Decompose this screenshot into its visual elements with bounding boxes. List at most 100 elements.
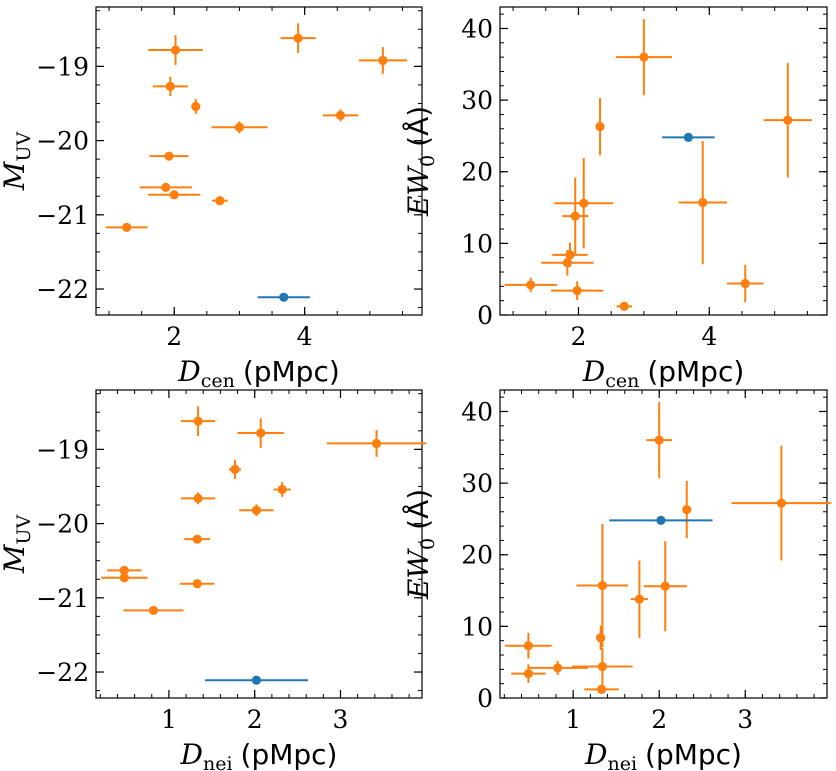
data-point bbox=[609, 515, 713, 525]
data-point bbox=[596, 625, 606, 651]
x-axis-symbol: D bbox=[177, 355, 200, 388]
marker bbox=[523, 669, 533, 679]
series-blue bbox=[257, 292, 310, 302]
y-tick-label: −20 bbox=[36, 127, 89, 156]
marker bbox=[165, 81, 175, 92]
data-point bbox=[101, 573, 148, 583]
marker bbox=[161, 182, 171, 192]
y-tick-label: 30 bbox=[461, 86, 493, 115]
data-point bbox=[527, 660, 588, 676]
data-point bbox=[273, 482, 291, 497]
plot-frame bbox=[499, 6, 828, 316]
marker bbox=[654, 435, 664, 445]
marker bbox=[523, 641, 533, 651]
marker bbox=[119, 573, 129, 583]
series-blue bbox=[662, 132, 715, 142]
data-point bbox=[726, 264, 764, 303]
data-point bbox=[239, 504, 274, 517]
marker bbox=[596, 633, 606, 643]
marker bbox=[776, 498, 786, 508]
y-tick-label: −19 bbox=[36, 435, 89, 464]
x-tick-label: 4 bbox=[701, 322, 717, 351]
x-tick-label: 2 bbox=[651, 705, 667, 734]
data-point bbox=[562, 177, 589, 255]
marker bbox=[783, 115, 793, 125]
series-blue bbox=[204, 675, 308, 685]
x-axis-subscript: nei bbox=[203, 753, 233, 771]
x-axis-subscript: cen bbox=[201, 370, 235, 392]
data-point bbox=[551, 281, 604, 300]
x-axis-subscript: cen bbox=[605, 370, 639, 392]
x-tick-label: 1 bbox=[161, 705, 177, 734]
data-point bbox=[554, 158, 614, 249]
series-blue bbox=[609, 515, 713, 525]
y-axis-label: MUV bbox=[0, 515, 35, 575]
marker bbox=[251, 505, 262, 515]
y-tick-label: 10 bbox=[461, 229, 493, 258]
y-axis-label: MUV bbox=[0, 132, 35, 192]
y-tick-label: −22 bbox=[36, 275, 89, 304]
marker bbox=[234, 122, 245, 132]
y-tick-label: 20 bbox=[461, 158, 493, 187]
data-point bbox=[630, 560, 649, 638]
x-tick-label: 2 bbox=[571, 322, 587, 351]
y-axis-unit: (Å) bbox=[401, 489, 435, 530]
data-point bbox=[212, 196, 228, 206]
data-point bbox=[572, 647, 633, 686]
y-tick-label: 30 bbox=[461, 469, 493, 498]
plot-frame bbox=[499, 389, 828, 699]
x-tick-label: 4 bbox=[297, 322, 313, 351]
data-point bbox=[180, 406, 216, 437]
series-orange bbox=[105, 23, 408, 233]
x-axis-symbol: D bbox=[582, 355, 605, 388]
data-point bbox=[678, 140, 727, 265]
y-tick-label: −20 bbox=[36, 510, 89, 539]
series-orange bbox=[505, 402, 832, 695]
marker bbox=[660, 581, 670, 591]
data-point bbox=[149, 151, 189, 161]
data-point bbox=[643, 541, 687, 632]
marker bbox=[251, 675, 262, 685]
marker bbox=[148, 605, 159, 616]
marker bbox=[595, 122, 605, 132]
marker bbox=[230, 464, 240, 475]
panel-p3: 1 2 3 −19 −20 −21 −22 Dnei (pMpc) MUV bbox=[0, 389, 427, 771]
marker bbox=[634, 594, 645, 604]
y-tick-label: 10 bbox=[461, 612, 493, 641]
y-axis-symbol: M bbox=[0, 543, 31, 574]
plot-frame bbox=[95, 389, 423, 699]
series-orange bbox=[101, 406, 427, 616]
data-point bbox=[615, 19, 673, 96]
data-point bbox=[107, 565, 142, 575]
data-point bbox=[204, 675, 308, 685]
data-point bbox=[763, 62, 812, 178]
y-axis-subscript: 0 bbox=[417, 538, 439, 550]
data-point bbox=[148, 190, 201, 200]
y-axis-label: EW0 (Å) bbox=[401, 489, 439, 600]
marker bbox=[683, 132, 693, 142]
marker bbox=[293, 33, 303, 43]
data-point bbox=[682, 480, 692, 539]
marker bbox=[192, 579, 202, 589]
marker bbox=[740, 278, 750, 289]
marker bbox=[371, 438, 382, 449]
data-point bbox=[731, 445, 832, 561]
y-axis-symbol: EW bbox=[402, 548, 435, 600]
y-tick-label: 40 bbox=[461, 14, 493, 43]
x-axis-label: Dcen (pMpc) bbox=[177, 355, 340, 392]
data-point bbox=[180, 492, 216, 505]
y-tick-label: 0 bbox=[477, 301, 493, 330]
marker bbox=[119, 565, 129, 575]
data-point bbox=[237, 418, 284, 448]
marker bbox=[191, 101, 201, 112]
y-axis-symbol: M bbox=[0, 160, 31, 191]
marker bbox=[256, 428, 266, 438]
y-axis-symbol: EW bbox=[402, 165, 435, 217]
x-axis-symbol: D bbox=[584, 738, 607, 771]
marker bbox=[378, 55, 388, 66]
marker bbox=[215, 196, 225, 206]
data-point bbox=[326, 430, 427, 457]
data-point bbox=[280, 23, 316, 54]
data-point bbox=[257, 292, 310, 302]
